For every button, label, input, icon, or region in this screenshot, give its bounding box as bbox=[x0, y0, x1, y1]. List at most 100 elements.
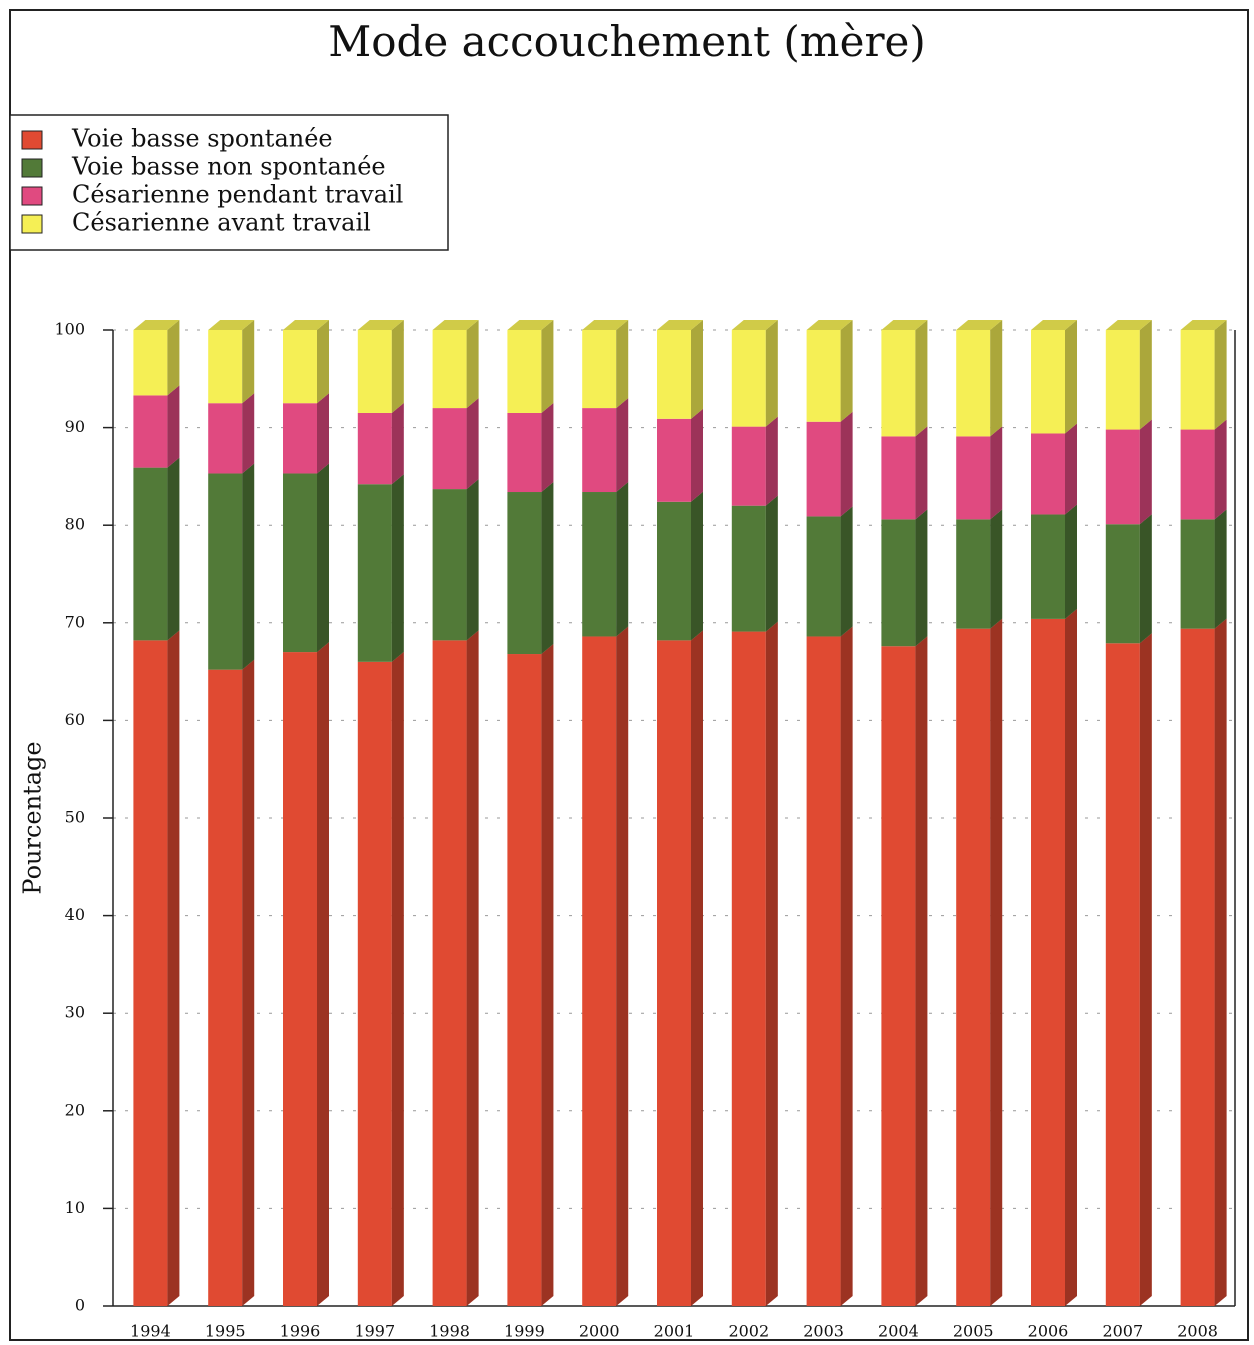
bar-side-shade bbox=[691, 491, 703, 641]
bar-side bbox=[317, 320, 329, 404]
bar-side-shade bbox=[990, 426, 1003, 520]
bar-segment bbox=[1180, 519, 1215, 629]
bar-side-shade bbox=[167, 630, 180, 1306]
bar-top bbox=[881, 320, 928, 330]
bar-side bbox=[915, 320, 928, 437]
bar-side-shade bbox=[616, 320, 629, 409]
bar-segment bbox=[1180, 628, 1215, 1306]
bar-top-shade bbox=[806, 320, 853, 330]
legend-swatch bbox=[21, 130, 43, 150]
bar-side bbox=[1139, 320, 1152, 430]
bar-side-shade bbox=[1139, 320, 1152, 430]
x-tick-label: 2008 bbox=[1177, 1322, 1218, 1341]
legend-swatch bbox=[21, 186, 43, 206]
bar-segment bbox=[806, 636, 841, 1306]
bar-segment bbox=[731, 631, 766, 1306]
bar-side-shade bbox=[1214, 509, 1227, 629]
bar-segment bbox=[881, 330, 916, 437]
bar-side bbox=[466, 630, 479, 1306]
bar-side bbox=[391, 402, 404, 485]
bar-side-shade bbox=[466, 630, 479, 1306]
bar-side-shade bbox=[765, 320, 778, 427]
bar-segment bbox=[357, 330, 392, 413]
bar-top bbox=[432, 320, 479, 330]
bar-top-shade bbox=[357, 320, 404, 330]
bar-segment bbox=[357, 412, 392, 485]
bar-side bbox=[691, 408, 703, 502]
bar-segment bbox=[507, 492, 542, 655]
bar-side bbox=[840, 626, 853, 1306]
bar-side-shade bbox=[691, 630, 703, 1306]
bar-side-shade bbox=[466, 398, 479, 490]
x-tick-label: 1999 bbox=[504, 1322, 545, 1341]
bar-side bbox=[1139, 419, 1152, 525]
bar-side bbox=[391, 320, 404, 413]
bar-segment bbox=[731, 426, 766, 506]
bar-side bbox=[765, 320, 778, 427]
bar-side bbox=[1065, 608, 1077, 1306]
bar-side-shade bbox=[765, 416, 778, 506]
bar-side-shade bbox=[915, 509, 928, 647]
y-tick-label: 70 bbox=[65, 612, 85, 631]
bar-segment bbox=[956, 519, 991, 629]
bar-segment bbox=[1031, 433, 1065, 515]
bar-segment bbox=[283, 403, 317, 474]
x-tick-label: 1997 bbox=[354, 1322, 395, 1341]
bar-segment bbox=[208, 330, 243, 404]
bar-segment bbox=[956, 330, 991, 437]
bar-top-shade bbox=[1031, 320, 1077, 330]
bar-top-shade bbox=[956, 320, 1003, 330]
bar-side bbox=[691, 491, 703, 641]
x-tick-label: 2003 bbox=[803, 1322, 844, 1341]
bar-top-shade bbox=[208, 320, 255, 330]
bar-side bbox=[1214, 320, 1227, 430]
bar-top bbox=[507, 320, 554, 330]
bar-segment bbox=[133, 467, 168, 641]
bar-side bbox=[765, 621, 778, 1306]
bar-segment bbox=[208, 473, 243, 670]
x-tick-label: 2000 bbox=[579, 1322, 620, 1341]
legend-label: Césarienne avant travail bbox=[72, 209, 371, 237]
bar-side bbox=[167, 385, 180, 468]
bar-side-shade bbox=[1065, 423, 1077, 515]
bar-side-shade bbox=[242, 320, 255, 404]
bar-side-shade bbox=[1214, 320, 1227, 430]
bar-segment bbox=[657, 330, 691, 419]
bar-side bbox=[466, 479, 479, 641]
bar-side bbox=[1139, 633, 1152, 1306]
bar-segment bbox=[133, 640, 168, 1306]
y-tick-label: 10 bbox=[65, 1198, 85, 1217]
bar-side-shade bbox=[840, 411, 853, 517]
bar-side bbox=[1139, 514, 1152, 644]
bar-top-shade bbox=[1105, 320, 1152, 330]
x-tick-label: 1998 bbox=[429, 1322, 470, 1341]
bar-side-shade bbox=[691, 320, 703, 419]
bar-side bbox=[541, 402, 554, 493]
bar-side bbox=[765, 495, 778, 632]
bar-segment bbox=[881, 436, 916, 520]
bar-segment bbox=[283, 473, 317, 653]
bar-side bbox=[466, 398, 479, 490]
bar-segment bbox=[1180, 429, 1215, 520]
bar-side-shade bbox=[317, 393, 329, 474]
bar-side bbox=[691, 630, 703, 1306]
bar-side bbox=[1214, 419, 1227, 520]
bar-side bbox=[391, 651, 404, 1306]
bar-side-shade bbox=[391, 402, 404, 485]
bar-side bbox=[391, 474, 404, 662]
bar-segment bbox=[731, 330, 766, 427]
bar-side-shade bbox=[1139, 633, 1152, 1306]
bar-segment bbox=[806, 421, 841, 517]
bar-segment bbox=[432, 330, 467, 409]
bar-side-shade bbox=[765, 495, 778, 632]
bar-side bbox=[765, 416, 778, 506]
bar-side bbox=[1065, 423, 1077, 515]
bar-side bbox=[242, 659, 255, 1306]
bar-segment bbox=[881, 519, 916, 647]
bar-side bbox=[1065, 320, 1077, 434]
bar-segment bbox=[283, 652, 317, 1306]
bar-side-shade bbox=[541, 482, 554, 655]
bar-side bbox=[915, 636, 928, 1306]
y-tick-label: 50 bbox=[65, 808, 85, 827]
